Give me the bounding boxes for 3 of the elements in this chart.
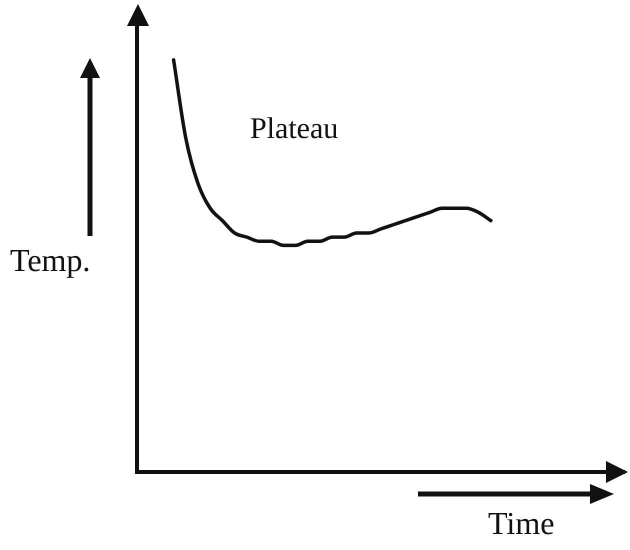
x-axis-title: Time bbox=[488, 505, 554, 542]
annotation: Plateau bbox=[250, 112, 338, 146]
y-axis-title: Temp. bbox=[10, 242, 90, 279]
